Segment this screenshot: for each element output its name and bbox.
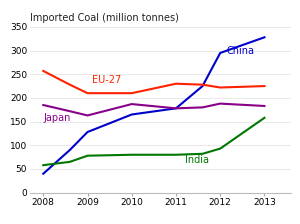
Text: China: China [227,45,255,56]
Text: Japan: Japan [43,113,70,123]
Text: Imported Coal (million tonnes): Imported Coal (million tonnes) [30,13,179,23]
Text: EU-27: EU-27 [92,75,121,85]
Text: India: India [185,155,209,166]
